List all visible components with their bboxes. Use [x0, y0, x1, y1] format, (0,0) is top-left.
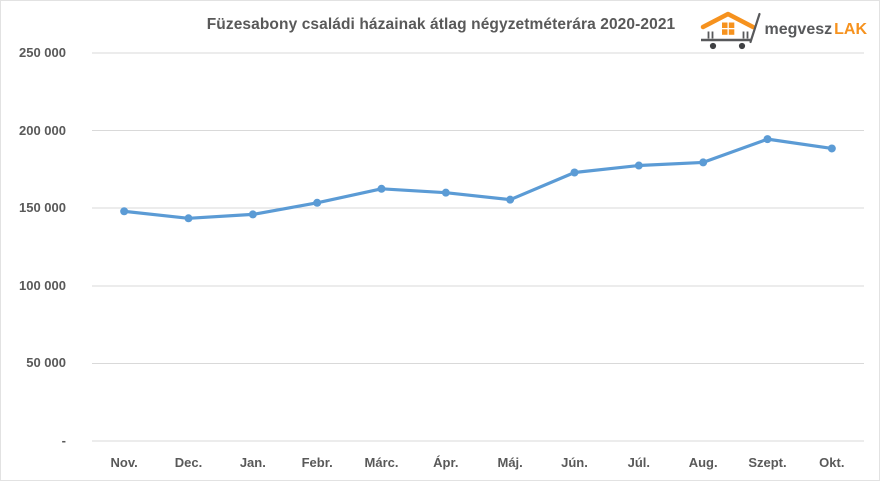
data-point-marker — [377, 184, 386, 193]
data-point-marker — [699, 158, 708, 167]
megveszlak-logo[interactable]: megvesz LAK — [699, 10, 867, 50]
x-tick-label: Dec. — [174, 455, 203, 470]
data-point-marker — [184, 214, 193, 223]
data-point-marker — [634, 161, 643, 170]
logo-text-accent: LAK — [834, 21, 867, 38]
x-tick-label: Jún. — [561, 455, 588, 470]
data-point-marker — [120, 207, 129, 216]
x-tick-label: Ápr. — [433, 455, 459, 470]
logo-text: megvesz LAK — [765, 22, 867, 38]
data-point-marker — [506, 195, 515, 204]
x-tick-label: Okt. — [819, 455, 845, 470]
data-point-marker — [763, 135, 772, 144]
data-point-marker — [248, 210, 257, 219]
data-point-marker — [313, 198, 322, 207]
x-tick-label: Szept. — [748, 455, 787, 470]
x-tick-label: Jan. — [239, 455, 266, 470]
y-tick-label: 150 000 — [19, 200, 66, 216]
logo-text-primary: megvesz — [764, 21, 833, 38]
y-tick-label: 50 000 — [26, 355, 66, 371]
x-tick-label: Nov. — [110, 455, 138, 470]
y-tick-label: 100 000 — [19, 277, 66, 293]
data-point-marker — [570, 168, 579, 177]
y-tick-label: 250 000 — [19, 45, 66, 60]
y-tick-label: 200 000 — [19, 122, 66, 138]
x-tick-label: Máj. — [497, 455, 523, 470]
x-tick-label: Márc. — [364, 455, 399, 470]
x-tick-label: Febr. — [301, 455, 333, 470]
x-tick-label: Júl. — [627, 455, 651, 470]
y-tick-label: - — [61, 433, 66, 448]
data-point-marker — [441, 188, 450, 197]
series-line — [122, 137, 834, 220]
data-point-marker — [827, 144, 836, 153]
x-tick-label: Aug. — [688, 455, 718, 470]
house-on-cart-icon — [700, 11, 761, 50]
chart-title: Füzesabony családi házainak átlag négyze… — [206, 16, 676, 33]
